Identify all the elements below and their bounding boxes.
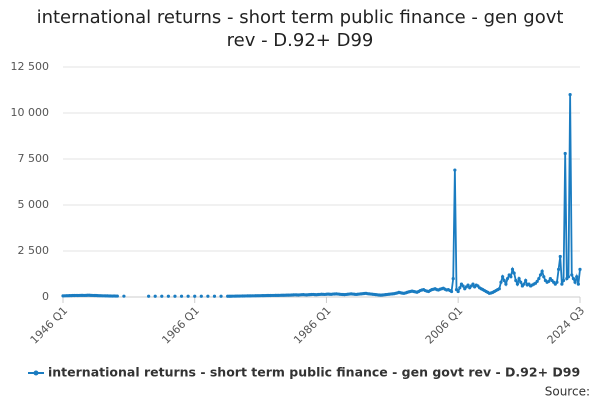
data-point	[555, 280, 559, 284]
data-point	[497, 287, 501, 291]
data-point	[173, 294, 177, 298]
y-tick-label: 2 500	[18, 244, 50, 257]
data-point	[566, 275, 571, 279]
data-point	[515, 282, 520, 286]
x-tick-label: 1946 Q1	[28, 304, 71, 347]
data-point	[160, 294, 164, 298]
x-tick-label: 2024 Q3	[545, 304, 588, 347]
data-point	[147, 294, 151, 298]
data-point	[461, 284, 465, 288]
data-point	[122, 294, 126, 298]
x-tick-label: 1966 Q1	[159, 304, 202, 347]
data-point	[578, 267, 582, 271]
data-point	[166, 294, 170, 298]
data-point	[558, 254, 562, 259]
data-point	[206, 294, 210, 298]
data-point	[542, 275, 546, 279]
data-point	[568, 93, 572, 97]
data-point	[535, 279, 539, 283]
data-point	[115, 294, 119, 298]
data-point	[186, 294, 190, 298]
data-point	[517, 277, 521, 281]
data-point	[153, 294, 157, 298]
legend-label: international returns - short term publi…	[48, 365, 580, 380]
data-point	[453, 168, 457, 172]
y-tick-label: 7 500	[18, 152, 50, 165]
data-point	[509, 275, 513, 279]
x-tick-label: 2006 Q1	[423, 304, 466, 347]
data-point	[571, 277, 576, 281]
data-point	[540, 269, 544, 273]
data-point	[563, 151, 567, 156]
data-point	[575, 275, 579, 279]
data-point	[576, 282, 580, 286]
x-tick-label: 1986 Q1	[291, 304, 334, 347]
data-point	[504, 282, 508, 286]
data-point	[510, 267, 515, 271]
data-point	[199, 294, 203, 298]
data-point	[193, 294, 197, 298]
data-point	[471, 282, 475, 286]
data-point	[179, 294, 184, 298]
data-point	[514, 278, 518, 283]
data-point	[560, 282, 564, 286]
data-point	[505, 277, 510, 281]
data-point	[456, 289, 460, 294]
chart-title: international returns - short term publi…	[36, 7, 564, 51]
data-point	[501, 275, 505, 279]
data-point	[466, 283, 470, 287]
y-tick-label: 12 500	[11, 60, 50, 73]
y-tick-label: 10 000	[11, 106, 50, 119]
data-point	[212, 294, 217, 298]
data-point	[556, 267, 561, 271]
legend-marker	[33, 370, 39, 376]
data-point	[538, 273, 543, 277]
data-point	[519, 280, 523, 284]
series-line	[62, 94, 581, 298]
data-point	[570, 273, 574, 277]
data-point	[458, 286, 462, 290]
data-point	[537, 277, 541, 281]
data-point	[449, 289, 454, 294]
data-point	[219, 294, 223, 298]
data-point	[451, 277, 455, 281]
source: Source:	[545, 385, 590, 399]
data-point	[547, 279, 551, 283]
y-tick-label: 5 000	[18, 198, 50, 211]
data-point	[573, 280, 577, 284]
y-tick-label: 0	[42, 290, 49, 303]
data-point	[502, 278, 506, 283]
data-point	[499, 280, 503, 284]
data-point	[522, 282, 526, 286]
data-point	[512, 271, 516, 275]
data-point	[524, 278, 528, 283]
data-point	[561, 278, 566, 283]
